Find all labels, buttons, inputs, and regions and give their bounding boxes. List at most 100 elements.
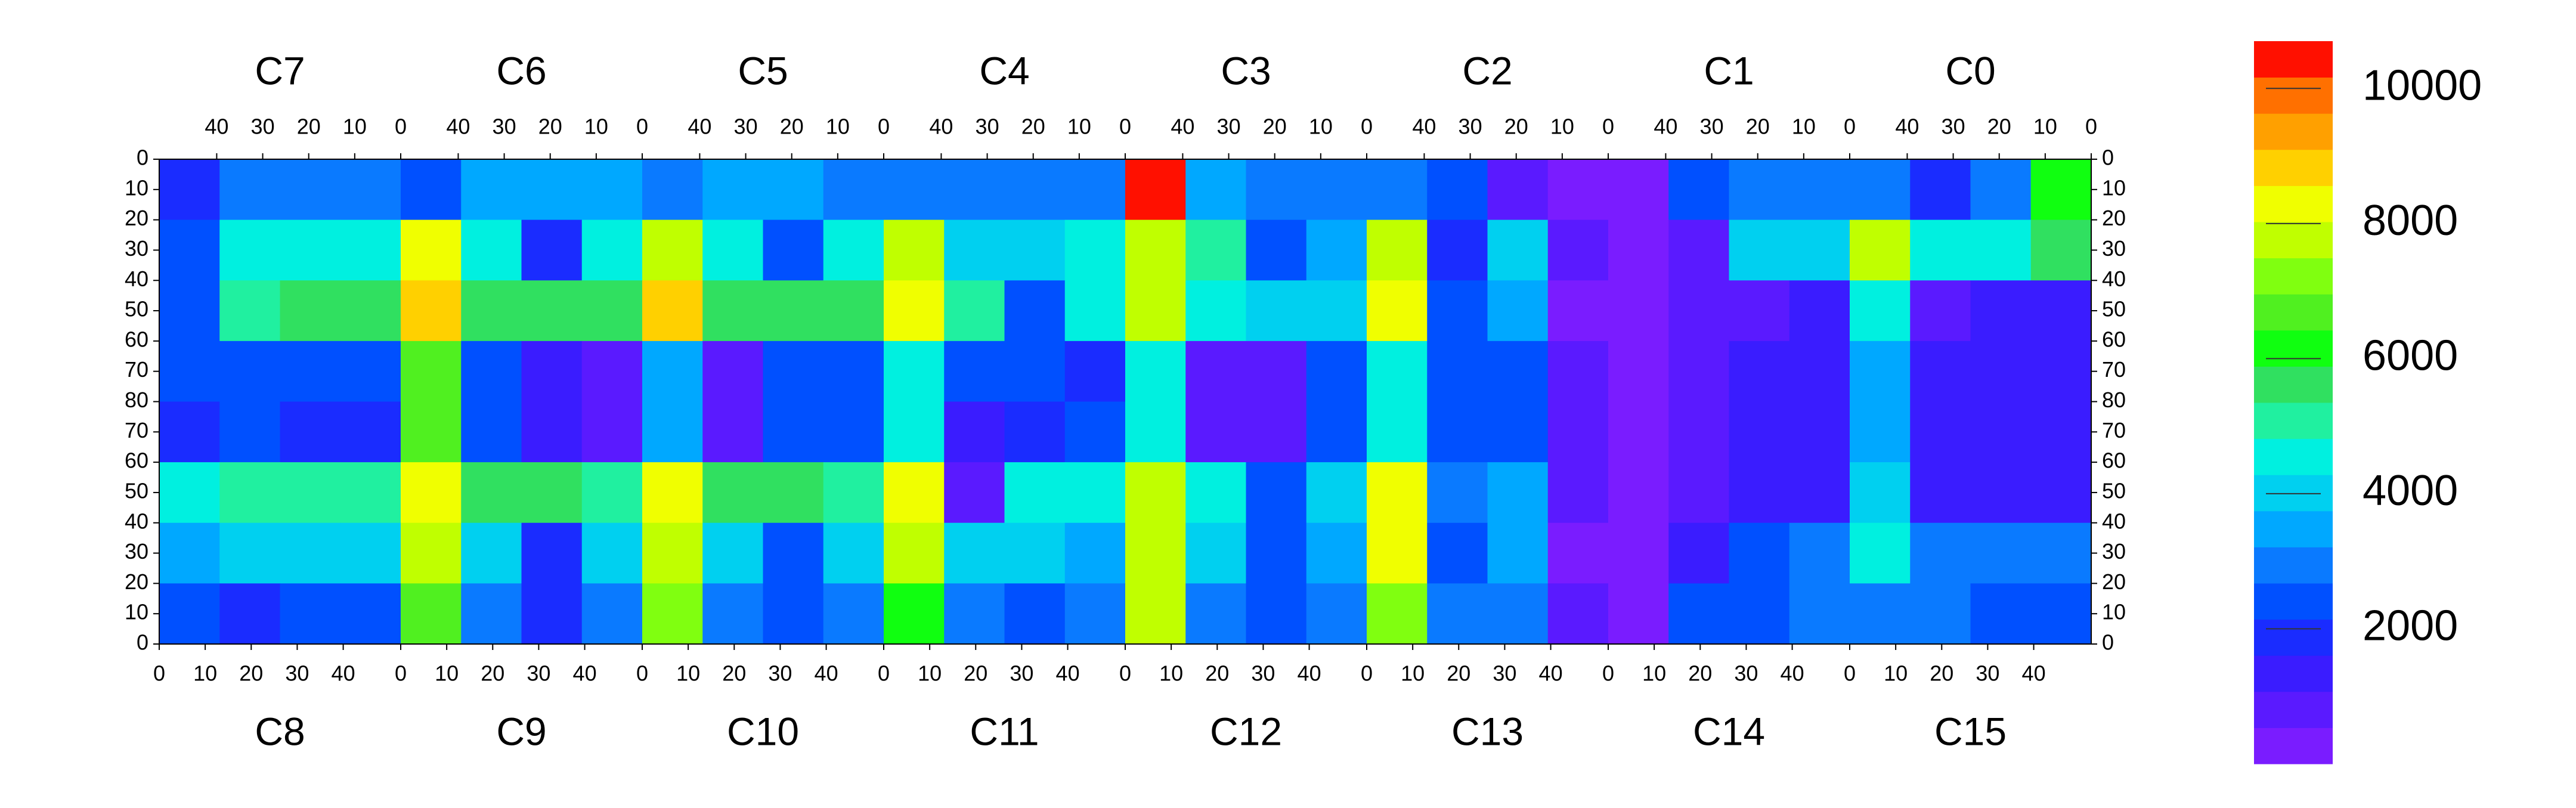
heat-cell	[1547, 340, 1609, 402]
y-tick-label: 20	[2102, 569, 2126, 594]
heat-cell	[1427, 219, 1488, 281]
x-tick-label: 10	[826, 114, 850, 139]
heat-cell	[280, 401, 341, 463]
heat-cell	[1487, 159, 1549, 221]
heat-cell	[159, 219, 220, 281]
heat-cell	[1427, 462, 1488, 524]
x-tick-label: 40	[573, 661, 597, 686]
heat-cell	[461, 462, 522, 524]
y-tick-label: 30	[125, 539, 148, 564]
heat-cell	[1547, 522, 1609, 584]
heat-cell	[944, 462, 1005, 524]
heat-cell	[401, 583, 462, 645]
heat-cell	[823, 401, 884, 463]
heat-cell	[1246, 280, 1307, 342]
y-tick-label: 0	[2102, 630, 2114, 655]
heat-cell	[1306, 340, 1367, 402]
heat-cell	[1246, 462, 1307, 524]
heat-cell	[1004, 340, 1066, 402]
chip-label: C14	[1693, 709, 1765, 753]
heat-cell	[1608, 159, 1669, 221]
heat-cell	[1185, 159, 1246, 221]
x-tick-label: 0	[1361, 114, 1373, 139]
chip-label: C5	[738, 48, 788, 92]
heat-cell	[1487, 280, 1549, 342]
x-tick-label: 30	[976, 114, 999, 139]
heat-cell	[219, 401, 280, 463]
x-tick-label: 40	[1654, 114, 1677, 139]
heat-cell	[1427, 522, 1488, 584]
y-tick-label: 20	[125, 206, 148, 230]
x-tick-label: 20	[1205, 661, 1229, 686]
heat-cell	[1427, 583, 1488, 645]
y-tick-label: 40	[2102, 267, 2126, 291]
heat-cell	[1185, 401, 1246, 463]
heat-cell	[2030, 401, 2092, 463]
heat-cell	[1367, 219, 1428, 281]
heat-cell	[884, 583, 945, 645]
x-tick-label: 0	[1602, 114, 1614, 139]
x-tick-label: 10	[1550, 114, 1574, 139]
heat-cell	[401, 219, 462, 281]
heat-cell	[1668, 462, 1729, 524]
x-tick-label: 20	[1447, 661, 1470, 686]
heat-cell	[401, 159, 462, 221]
heat-cell	[1004, 401, 1066, 463]
y-tick-label: 80	[125, 388, 148, 412]
heat-cell	[1668, 401, 1729, 463]
heat-cell	[1789, 219, 1850, 281]
x-tick-label: 30	[1493, 661, 1516, 686]
heat-cell	[1487, 401, 1549, 463]
heat-cell	[642, 340, 703, 402]
heat-cell	[1729, 219, 1790, 281]
heat-cell	[219, 219, 280, 281]
heat-cell	[1970, 583, 2032, 645]
heat-cell	[461, 522, 522, 584]
heat-cell	[944, 340, 1005, 402]
colorbar-band	[2254, 366, 2333, 403]
x-tick-label: 0	[878, 114, 890, 139]
x-tick-label: 40	[1539, 661, 1563, 686]
heat-cell	[159, 462, 220, 524]
heat-cell	[823, 522, 884, 584]
y-tick-label: 70	[125, 418, 148, 442]
x-tick-label: 10	[1309, 114, 1333, 139]
x-tick-label: 20	[964, 661, 987, 686]
x-tick-label: 0	[1844, 114, 1856, 139]
x-tick-label: 10	[1067, 114, 1091, 139]
heat-cell	[1970, 522, 2032, 584]
heat-cell	[581, 401, 643, 463]
heat-cell	[340, 219, 401, 281]
y-tick-label: 0	[137, 630, 148, 655]
x-tick-label: 0	[395, 114, 407, 139]
heat-cell	[1246, 219, 1307, 281]
heat-cell	[521, 340, 583, 402]
heat-cell	[1246, 583, 1307, 645]
chip-label: C7	[255, 48, 305, 92]
y-tick-label: 10	[2102, 175, 2126, 200]
heat-cell	[884, 462, 945, 524]
heat-cell	[581, 462, 643, 524]
chip-label: C9	[496, 709, 546, 753]
heat-cell	[763, 340, 824, 402]
x-tick-label: 40	[332, 661, 355, 686]
heat-cell	[1789, 583, 1850, 645]
heat-cell	[340, 401, 401, 463]
heat-cell	[1064, 462, 1126, 524]
heat-cell	[1850, 280, 1911, 342]
heat-cell	[219, 159, 280, 221]
heat-cell	[642, 159, 703, 221]
x-tick-label: 40	[1056, 661, 1080, 686]
x-tick-label: 30	[734, 114, 758, 139]
heat-cell	[2030, 583, 2092, 645]
x-tick-label: 10	[1159, 661, 1183, 686]
x-tick-label: 0	[1119, 114, 1131, 139]
x-tick-label: 40	[929, 114, 953, 139]
heat-cell	[340, 462, 401, 524]
colorbar-band	[2254, 510, 2333, 547]
chip-label: C6	[496, 48, 546, 92]
x-tick-label: 10	[1401, 661, 1425, 686]
heat-cell	[1125, 340, 1186, 402]
colorbar-tick-label: 8000	[2363, 197, 2458, 244]
heat-cell	[280, 583, 341, 645]
